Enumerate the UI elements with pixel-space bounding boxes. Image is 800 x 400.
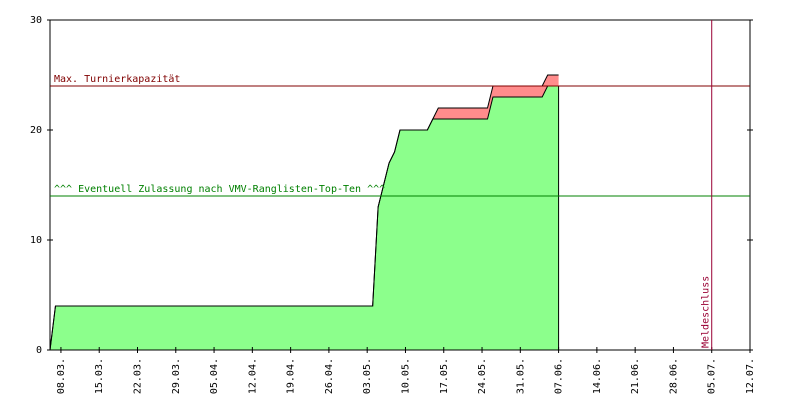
- x-tick-label: 26.04.: [324, 358, 335, 394]
- x-tick-label: 08.03.: [56, 358, 67, 394]
- x-tick-label: 19.04.: [286, 358, 297, 394]
- area: [50, 86, 559, 350]
- x-tick-label: 05.07.: [707, 358, 718, 394]
- x-tick-label: 21.06.: [630, 358, 641, 394]
- reference-label: ^^^ Eventuell Zulassung nach VMV-Ranglis…: [54, 184, 385, 195]
- x-tick-label: 10.05.: [400, 358, 411, 394]
- x-tick-label: 14.06.: [592, 358, 603, 394]
- y-tick-label: 10: [30, 235, 42, 246]
- x-tick-label: 28.06.: [668, 358, 679, 394]
- y-tick-label: 0: [36, 345, 42, 356]
- reference-label: Meldeschluss: [701, 276, 712, 348]
- x-tick-label: 05.04.: [209, 358, 220, 394]
- x-tick-label: 22.03.: [133, 358, 144, 394]
- x-tick-label: 03.05.: [362, 358, 373, 394]
- x-tick-label: 12.04.: [247, 358, 258, 394]
- reference-label: Max. Turnierkapazität: [54, 74, 180, 85]
- x-tick-label: 24.05.: [477, 358, 488, 394]
- x-tick-label: 12.07.: [745, 358, 756, 394]
- x-tick-label: 29.03.: [171, 358, 182, 394]
- x-tick-label: 15.03.: [94, 358, 105, 394]
- y-tick-label: 20: [30, 125, 42, 136]
- x-tick-label: 31.05.: [515, 358, 526, 394]
- x-tick-label: 17.05.: [439, 358, 450, 394]
- plot-frame: [49, 19, 751, 351]
- y-tick-label: 30: [30, 15, 42, 26]
- x-tick-label: 07.06.: [554, 358, 565, 394]
